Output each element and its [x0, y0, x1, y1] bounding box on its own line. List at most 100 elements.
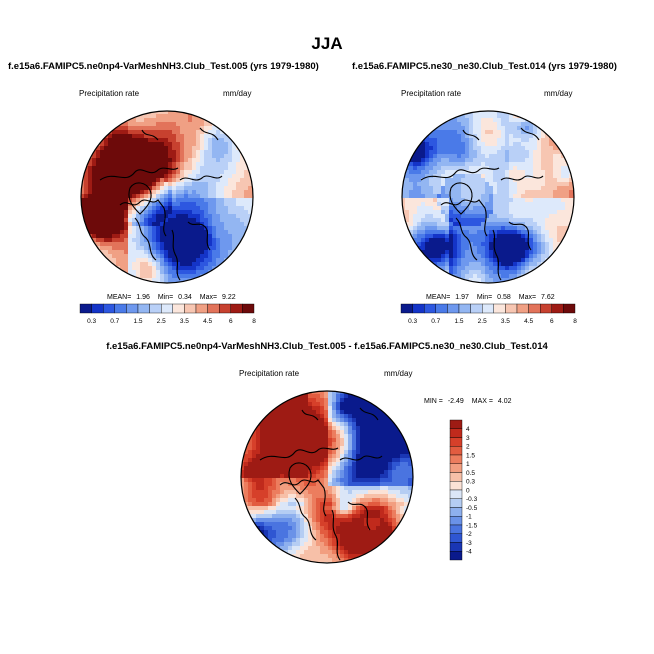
diff-colorbar-box	[449, 481, 463, 491]
panel2-colorbar-tick-label: 8	[573, 318, 577, 325]
panel1-title: f.e15a6.FAMIPC5.ne0np4-VarMeshNH3.Club_T…	[8, 61, 319, 72]
panel1-colorbar-box	[207, 303, 220, 314]
panel2-colorbar-tick-label: 0.7	[431, 318, 440, 325]
panel1-max-value: 9.22	[222, 294, 236, 301]
diff-colorbar-tick-label: 1	[466, 461, 470, 468]
panel1-colorbar-box	[242, 303, 255, 314]
diff-colorbar-box	[449, 533, 463, 543]
panel1-colorbar-tick-label: 0.3	[87, 318, 96, 325]
panel1-colorbar-box	[172, 303, 185, 314]
panel1-coastline	[99, 127, 223, 281]
diff-variable-label: Precipitation rate	[239, 369, 300, 378]
panel1-colorbar-box	[195, 303, 208, 314]
panel1-colorbar-box	[114, 303, 127, 314]
panel2-colorbar-tick-label: 3.5	[501, 318, 510, 325]
diff-coastline	[259, 407, 383, 561]
diff-colorbar-box	[449, 472, 463, 482]
diff-colorbar-tick-label: 2	[466, 444, 470, 451]
panel1-colorbar-tick-label: 8	[252, 318, 256, 325]
panel2-colorbar-box	[470, 303, 483, 314]
diff-max-value: 4.02	[497, 398, 512, 405]
diff-colorbar-tick-label: 0	[466, 487, 470, 494]
panel1-colorbar: 0.3 0.7 1.5 2.5 3.5 4.5 6 8	[79, 303, 256, 325]
panel2-colorbar-box	[563, 303, 576, 314]
diff-colorbar-tick-label: 0.5	[466, 470, 475, 477]
panel1-map	[80, 110, 254, 284]
diff-colorbar-box	[449, 446, 463, 456]
diff-min-label: MIN =	[424, 398, 443, 405]
diff-colorbar-tick-label: -1.5	[466, 522, 478, 529]
panel1-mean-value: 1.96	[136, 294, 150, 301]
diff-colorbar-box	[449, 498, 463, 508]
diff-title: f.e15a6.FAMIPC5.ne0np4-VarMeshNH3.Club_T…	[106, 341, 548, 352]
diff-colorbar-tick-label: -4	[466, 549, 472, 556]
diff-colorbar-box	[449, 454, 463, 464]
panel1-colorbar-box	[218, 303, 231, 314]
diff-max-label: MAX =	[471, 398, 493, 405]
panel2-map	[401, 110, 575, 284]
panel2-min-label: Min=	[476, 294, 493, 301]
diff-colorbar-box	[449, 524, 463, 534]
panel2-title: f.e15a6.FAMIPC5.ne30_ne30.Club_Test.014 …	[352, 61, 617, 72]
panel1-colorbar-tick-label: 0.7	[110, 318, 119, 325]
panel1-max-label: Max=	[199, 294, 218, 301]
diff-colorbar-box	[449, 463, 463, 473]
panel2-colorbar-box	[400, 303, 413, 314]
panel2-colorbar-tick-label: 2.5	[478, 318, 487, 325]
diff-colorbar-tick-label: -2	[466, 531, 472, 538]
panel2-colorbar-tick-label: 6	[550, 318, 554, 325]
diff-colorbar-tick-label: 3	[466, 435, 470, 442]
panel1-colorbar-tick-label: 4.5	[203, 318, 212, 325]
panel1-colorbar-box	[149, 303, 162, 314]
panel1-colorbar-box	[137, 303, 150, 314]
diff-colorbar-box	[449, 428, 463, 438]
panel1-variable-label: Precipitation rate	[79, 89, 140, 98]
panel2-colorbar-box	[551, 303, 564, 314]
panel2-colorbar-box	[528, 303, 541, 314]
diff-colorbar-tick-label: 4	[466, 426, 470, 433]
panel2-colorbar-box	[424, 303, 437, 314]
panel2-map-border	[401, 110, 575, 284]
panel1-colorbar-box	[126, 303, 139, 314]
panel2-colorbar-box	[493, 303, 506, 314]
panel1-units-label: mm/day	[223, 89, 252, 98]
panel2-colorbar-tick-label: 4.5	[524, 318, 533, 325]
diff-map-border	[240, 390, 414, 564]
diff-colorbar-box	[449, 516, 463, 526]
panel1-colorbar-box	[91, 303, 104, 314]
figure-title: JJA	[311, 34, 343, 53]
panel1-stats: MEAN= 1.96 Min= 0.34 Max= 9.22	[107, 294, 236, 301]
diff-colorbar-box	[449, 507, 463, 517]
panel1-mean-label: MEAN=	[107, 294, 132, 301]
panel2-colorbar-tick-label: 0.3	[408, 318, 417, 325]
panel1-map-border	[80, 110, 254, 284]
diff-stats: MIN = -2.49 MAX = 4.02	[424, 398, 512, 405]
panel2-colorbar-box	[539, 303, 552, 314]
diff-colorbar-tick-label: 0.3	[466, 479, 475, 486]
panel1-field	[81, 111, 253, 283]
panel2-max-value: 7.62	[541, 294, 555, 301]
diff-colorbar-box	[449, 437, 463, 447]
diff-colorbar-tick-label: -0.3	[466, 496, 478, 503]
panel2-colorbar-box	[481, 303, 494, 314]
diff-colorbar-tick-label: -1	[466, 514, 472, 521]
diff-min-value: -2.49	[447, 398, 464, 405]
diff-colorbar-tick-label: -0.5	[466, 505, 478, 512]
panel1-min-value: 0.34	[178, 294, 192, 301]
panel1-colorbar-box	[184, 303, 197, 314]
diff-colorbar-tick-label: 1.5	[466, 452, 475, 459]
panel1-colorbar-box	[79, 303, 92, 314]
panel2-stats: MEAN= 1.97 Min= 0.58 Max= 7.62	[426, 294, 555, 301]
diff-units-label: mm/day	[384, 369, 413, 378]
panel2-colorbar-box	[516, 303, 529, 314]
diff-colorbar: 4 3 21.5 1 0.5 0.30 -0.3 -0.5 -1-1.5 -2 -3 -4	[449, 419, 478, 561]
panel2-units-label: mm/day	[544, 89, 573, 98]
panel1-colorbar-box	[103, 303, 116, 314]
panel2-colorbar: 0.3 0.7 1.5 2.5 3.5 4.5 6 8	[400, 303, 577, 325]
panel1-colorbar-tick-label: 2.5	[157, 318, 166, 325]
panel2-colorbar-box	[447, 303, 460, 314]
panel1-colorbar-tick-label: 3.5	[180, 318, 189, 325]
panel2-colorbar-box	[435, 303, 448, 314]
panel2-mean-label: MEAN=	[426, 294, 451, 301]
panel2-colorbar-box	[505, 303, 518, 314]
